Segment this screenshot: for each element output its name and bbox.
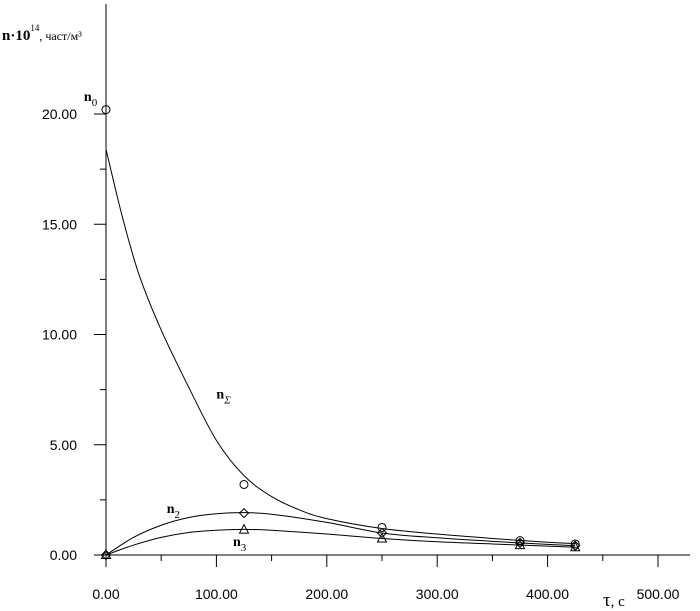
y-tick-label: 20.00	[42, 106, 77, 122]
y-tick-label: 0.00	[50, 547, 77, 563]
series-line-2	[105, 512, 576, 556]
diamond-marker	[514, 537, 526, 549]
circle-marker	[377, 522, 387, 532]
series-line-1	[105, 149, 576, 545]
circle-marker	[101, 105, 111, 115]
x-tick-label: 200.00	[305, 586, 348, 602]
y-tick-label: 15.00	[42, 216, 77, 232]
axes	[105, 4, 690, 556]
triangle-marker	[376, 532, 388, 543]
y-tick-label: 5.00	[50, 437, 77, 453]
series-curves	[105, 149, 576, 556]
diamond-marker	[238, 507, 250, 519]
x-tick-label: 300.00	[416, 586, 459, 602]
y-tick-label: 10.00	[42, 327, 77, 343]
series-label-base: n	[216, 387, 224, 402]
circle-marker	[239, 479, 249, 489]
y-axis-title-base: n·10	[2, 28, 30, 44]
circle-marker	[515, 536, 525, 546]
series-markers	[100, 105, 581, 561]
ticks: 0.00 100.00 200.00 300.00 400.00 500.00 0.00 5.…	[42, 106, 680, 602]
diamond-marker	[376, 527, 388, 539]
x-axis-title-unit: , с	[611, 594, 626, 610]
series-label: n3	[233, 535, 247, 554]
series-label: nΣ	[216, 387, 231, 406]
series-label-subscript: 2	[175, 509, 181, 521]
series-label-base: n	[233, 535, 241, 550]
series-label-subscript: Σ	[223, 394, 231, 406]
x-axis-title: τ, с	[603, 590, 625, 611]
x-tick-label: 100.00	[195, 586, 238, 602]
x-axis-title-symbol: τ	[603, 590, 611, 611]
series-label-subscript: 3	[241, 542, 247, 554]
x-tick-label: 400.00	[526, 586, 569, 602]
triangle-marker	[514, 539, 526, 550]
diamond-marker	[569, 540, 581, 551]
series-label: n2	[167, 502, 180, 521]
y-axis-title-unit: , част/м³	[39, 29, 82, 43]
triangle-marker	[238, 523, 250, 534]
triangle-marker	[569, 541, 581, 552]
x-tick-label: 500.00	[637, 586, 680, 602]
y-axis-title: n·1014, част/м³	[2, 23, 82, 44]
x-tick-label: 0.00	[92, 586, 119, 602]
series-label: n0	[84, 90, 98, 109]
triangle-marker	[100, 548, 112, 559]
circle-marker	[570, 539, 580, 549]
series-label-base: n	[84, 90, 92, 105]
series-line-3	[105, 528, 576, 556]
series-label-subscript: 0	[92, 97, 98, 109]
series-label-base: n	[167, 502, 175, 517]
y-axis-title-exponent: 14	[30, 23, 40, 33]
diamond-marker	[100, 549, 112, 561]
